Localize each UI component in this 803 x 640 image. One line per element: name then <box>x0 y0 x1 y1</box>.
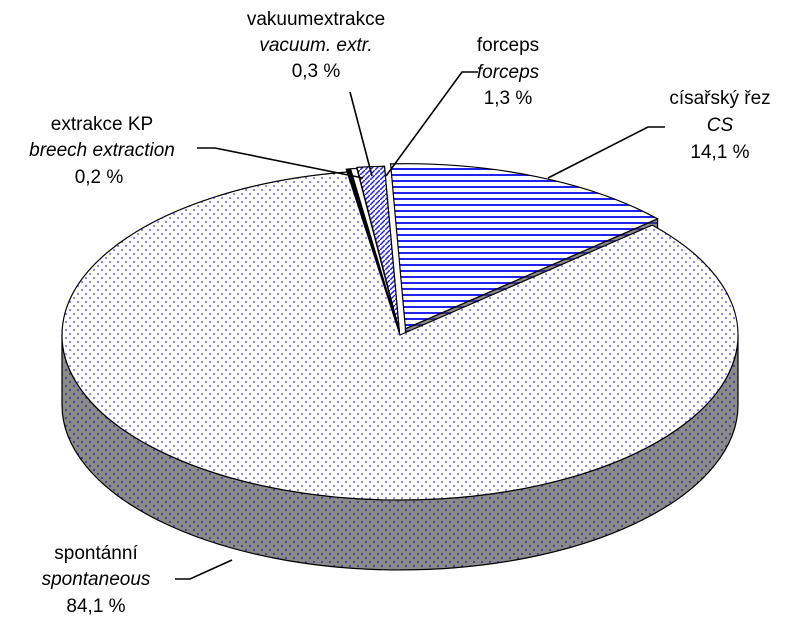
label: CS <box>707 115 734 136</box>
label: 0,3 % <box>292 61 341 82</box>
label: císařský řez <box>669 88 770 109</box>
label: 84,1 % <box>66 596 125 617</box>
label: vakuumextrakce <box>247 9 385 30</box>
label: vacuum. extr. <box>259 35 372 56</box>
leader-line <box>197 147 364 179</box>
label: 1,3 % <box>484 88 533 109</box>
pie <box>61 163 739 571</box>
label: extrakce KP <box>51 114 153 135</box>
leader-line <box>349 91 373 177</box>
label: spontánní <box>54 543 138 564</box>
label: spontaneous <box>42 569 151 590</box>
label: forceps <box>477 35 539 56</box>
label: 14,1 % <box>690 142 749 163</box>
labels: extrakce KP breech extraction 0,2 % vaku… <box>29 9 771 617</box>
leader-line <box>385 71 478 177</box>
leader-line <box>547 126 665 179</box>
label: 0,2 % <box>75 167 124 188</box>
label: breech extraction <box>29 140 175 161</box>
slice <box>356 165 400 332</box>
slice <box>389 163 659 330</box>
label: forceps <box>477 62 540 83</box>
slice <box>61 171 739 501</box>
leader-line <box>175 559 233 580</box>
